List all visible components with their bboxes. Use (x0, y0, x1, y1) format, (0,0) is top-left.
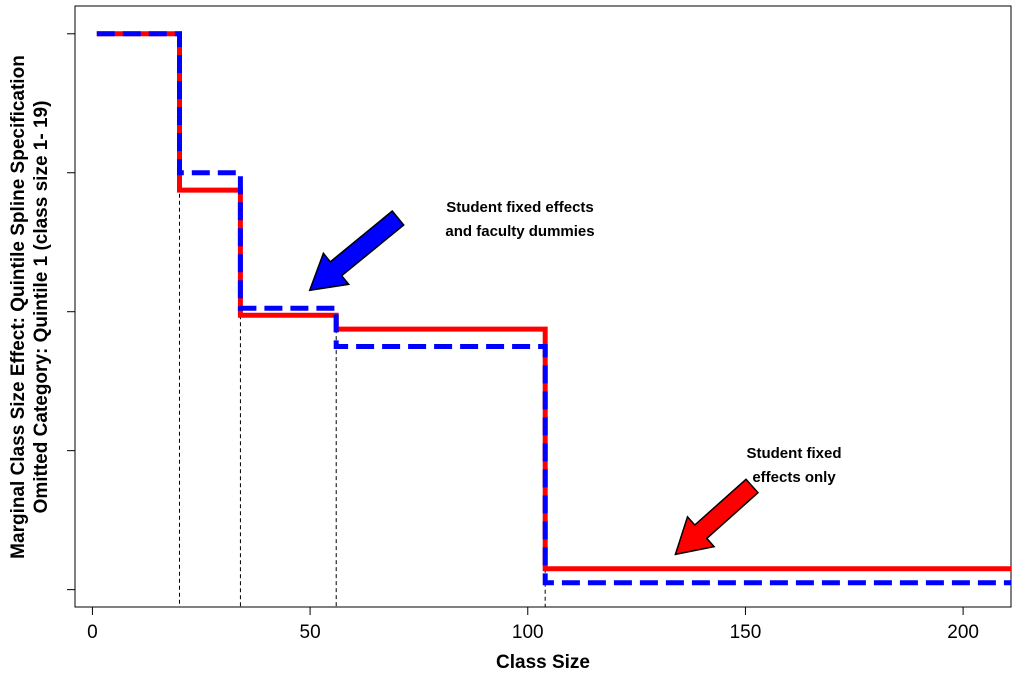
x-tick-label-100: 100 (512, 622, 544, 643)
annotation-blue-line2: and faculty dummies (445, 223, 594, 240)
x-axis: 0 50 100 150 200 (87, 606, 979, 643)
x-tick-label-200: 200 (947, 622, 979, 643)
annotation-arrow-red (674, 478, 760, 556)
x-axis-title: Class Size (496, 652, 590, 673)
x-tick-label-0: 0 (87, 622, 98, 643)
reference-lines (178, 172, 546, 607)
series-line-fe-faculty (96, 31, 1011, 586)
annotation-arrow-blue (308, 209, 405, 292)
series-layer (96, 31, 1011, 586)
annotation-red-line2: effects only (752, 469, 836, 486)
y-axis (67, 33, 76, 591)
annotation-red-line1: Student fixed (746, 445, 841, 462)
y-axis-title-line2: Omitted Category: Quintile 1 (class size… (31, 101, 52, 514)
y-axis-title-line1: Marginal Class Size Effect: Quintile Spl… (8, 55, 29, 559)
x-tick-label-150: 150 (730, 622, 762, 643)
series-line-fe-only (96, 31, 1011, 572)
annotation-arrows (308, 209, 760, 556)
annotation-blue-line1: Student fixed effects (446, 199, 594, 216)
x-tick-label-50: 50 (300, 622, 321, 643)
